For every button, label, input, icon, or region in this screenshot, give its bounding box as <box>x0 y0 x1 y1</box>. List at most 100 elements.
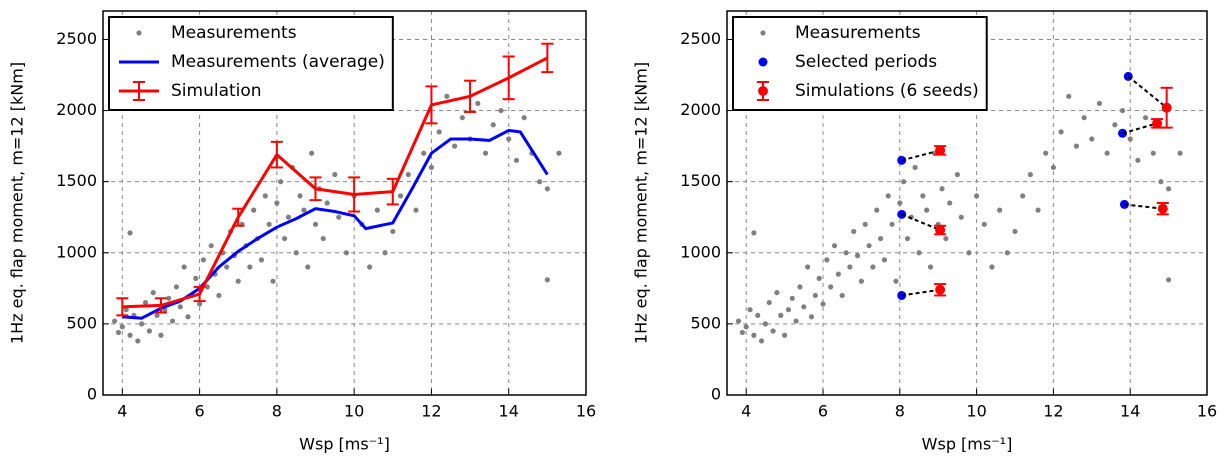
scatter-point <box>828 284 834 290</box>
scatter-point <box>1058 129 1064 135</box>
point <box>935 145 946 156</box>
scatter-point <box>444 93 450 99</box>
legend-label: Simulations (6 seeds) <box>795 81 979 101</box>
scatter-point <box>1142 115 1149 121</box>
connector <box>1122 122 1158 135</box>
scatter-point <box>1135 157 1141 163</box>
y-tick-label: 1500 <box>680 171 721 190</box>
scatter-point <box>301 207 307 213</box>
scatter-point <box>297 193 303 199</box>
line <box>122 128 549 320</box>
scatter-point <box>889 221 895 227</box>
scatter-point <box>459 115 465 121</box>
legend-marker <box>758 86 768 96</box>
scatter-point <box>939 186 945 192</box>
legend-label: Measurements <box>171 23 297 43</box>
scatter-point <box>774 290 780 296</box>
scatter-point <box>1073 143 1080 149</box>
scatter-point <box>808 314 815 320</box>
y-tick-label: 500 <box>66 313 97 332</box>
scatter-point <box>436 129 442 135</box>
scatter-point <box>173 284 180 290</box>
scatter-point <box>127 332 133 338</box>
scatter-point <box>766 299 772 306</box>
scatter-point <box>816 275 822 281</box>
scatter-point <box>751 230 757 236</box>
scatter-point <box>490 122 496 128</box>
point <box>1161 102 1172 113</box>
x-tick-label: 12 <box>1043 402 1063 421</box>
scatter-point <box>870 264 876 270</box>
legend-frame <box>732 16 988 111</box>
x-axis-label: Wsp [ms⁻¹] <box>922 435 1013 454</box>
scatter-point <box>127 230 133 236</box>
scatter-point <box>927 264 934 270</box>
line <box>122 56 549 309</box>
scatter-point <box>278 179 284 185</box>
scatter-point <box>1150 150 1156 156</box>
connector <box>901 213 941 231</box>
scatter-point <box>858 278 865 284</box>
y-tick-label: 500 <box>690 313 721 332</box>
scatter-point <box>966 250 972 256</box>
scatter-point <box>1066 93 1072 99</box>
y-tick-label: 0 <box>711 385 721 404</box>
scatter-point <box>115 329 122 336</box>
scatter-point <box>1089 136 1095 142</box>
y-axis-label: 1Hz eq. flap moment, m=12 [kNm] <box>8 62 27 344</box>
y-tick-label: 2000 <box>56 100 97 119</box>
scatter-point <box>405 171 411 178</box>
scatter-point <box>989 264 995 270</box>
point <box>935 284 946 295</box>
scatter-point <box>139 321 145 327</box>
scatter-point <box>901 179 907 185</box>
x-tick-label: 6 <box>818 402 828 421</box>
scatter-point <box>747 307 753 313</box>
scatter-point <box>797 284 803 290</box>
scatter-point <box>428 164 435 171</box>
scatter-point <box>1004 250 1010 256</box>
legend: Measurements Measurements (average) Simula… <box>108 16 394 111</box>
scatter-point <box>847 264 853 270</box>
scatter-point <box>954 171 961 178</box>
scatter-point <box>981 221 987 227</box>
scatter-point <box>789 295 795 301</box>
scatter-point <box>324 200 330 206</box>
point <box>1152 118 1163 129</box>
scatter-point <box>893 278 899 284</box>
scatter-point <box>150 290 156 296</box>
scatter-point <box>1127 136 1133 142</box>
scatter-point <box>904 235 911 242</box>
scatter-point <box>912 164 918 171</box>
scatter-point <box>758 338 765 344</box>
scatter-point <box>544 277 550 283</box>
scatter-point <box>1166 186 1172 192</box>
scatter-point <box>285 214 292 220</box>
x-tick-label: 14 <box>1120 402 1140 421</box>
scatter-point <box>762 321 769 327</box>
x-tick-label: 16 <box>1197 402 1217 421</box>
x-tick-label: 6 <box>195 402 205 421</box>
scatter-point <box>805 264 811 270</box>
scatter-point <box>421 150 427 156</box>
scatter-point <box>1050 164 1056 171</box>
legend-marker <box>136 30 142 36</box>
x-tick-label: 4 <box>117 402 127 421</box>
scatter-point <box>1096 100 1103 107</box>
scatter-point <box>974 193 980 199</box>
scatter-point <box>755 312 761 318</box>
scatter-point <box>854 253 861 259</box>
y-axis-label: 1Hz eq. flap moment, m=12 [kNm] <box>632 62 651 344</box>
scatter-point <box>1158 179 1164 185</box>
scatter-point <box>1081 115 1087 121</box>
scatter-point <box>924 207 930 213</box>
legend-label: Measurements (average) <box>171 52 385 72</box>
scatter-point <box>224 264 230 270</box>
scatter-point <box>801 304 807 310</box>
scatter-point <box>920 193 926 199</box>
scatter-point <box>274 200 280 206</box>
y-tick-label: 2000 <box>680 100 721 119</box>
scatter-point <box>839 292 845 299</box>
plot-frame <box>726 10 1208 396</box>
scatter-point <box>874 207 880 213</box>
